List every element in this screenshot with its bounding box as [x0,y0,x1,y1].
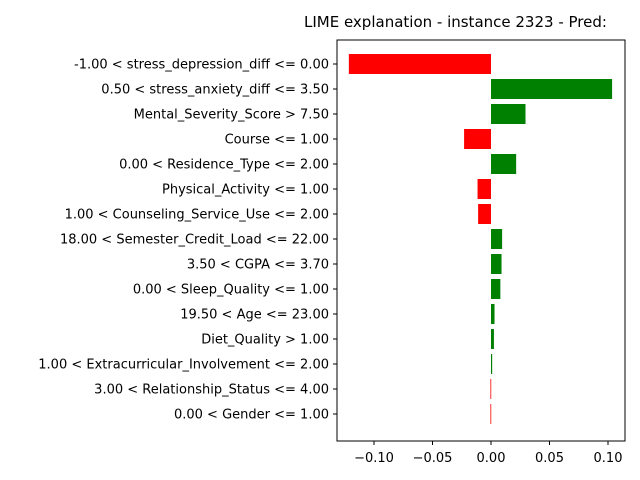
y-tick-label: 0.00 < Residence_Type <= 2.00 [119,158,329,173]
bar [491,254,502,274]
y-tick-label: Mental_Severity_Score > 7.50 [134,108,329,123]
y-tick-label: Physical_Activity <= 1.00 [162,183,329,198]
bar [478,204,491,224]
x-tick-label: −0.10 [354,451,394,466]
bar [348,54,491,74]
x-tick-label: 0.00 [477,451,506,466]
y-tick-label: 1.00 < Counseling_Service_Use <= 2.00 [65,208,329,223]
bar [464,129,491,149]
bar [491,329,494,349]
bar [491,304,495,324]
y-tick-label: -1.00 < stress_depression_diff <= 0.00 [74,58,329,73]
y-tick-label: Diet_Quality > 1.00 [201,333,329,348]
bar [491,104,526,124]
y-tick-label: 0.00 < Sleep_Quality <= 1.00 [133,283,329,298]
bar [491,229,503,249]
bar [491,154,517,174]
bar [490,379,492,399]
y-tick-label: Course <= 1.00 [225,133,329,148]
y-tick-label: 1.00 < Extracurricular_Involvement <= 2.… [38,358,329,373]
chart-title: LIME explanation - instance 2323 - Pred: [304,13,607,31]
bar [491,354,493,374]
x-tick-label: 0.10 [594,451,623,466]
bar [491,279,501,299]
bar [477,179,491,199]
y-tick-label: 18.00 < Semester_Credit_Load <= 22.00 [60,233,329,248]
bar [491,79,613,99]
y-tick-label: 3.50 < CGPA <= 3.70 [187,258,329,273]
y-axis-ticks: -1.00 < stress_depression_diff <= 0.00 0.… [38,58,337,423]
bar [490,404,492,424]
x-tick-label: 0.05 [535,451,564,466]
x-tick-label: −0.05 [413,451,453,466]
y-tick-label: 19.50 < Age <= 23.00 [180,308,329,323]
bars-group [348,54,613,424]
x-axis-ticks: −0.10 −0.05 0.00 0.05 0.10 [354,441,622,466]
y-tick-label: 0.00 < Gender <= 1.00 [174,408,329,423]
y-tick-label: 3.00 < Relationship_Status <= 4.00 [94,383,329,398]
y-tick-label: 0.50 < stress_anxiety_diff <= 3.50 [101,83,329,98]
plot-frame [336,39,626,442]
